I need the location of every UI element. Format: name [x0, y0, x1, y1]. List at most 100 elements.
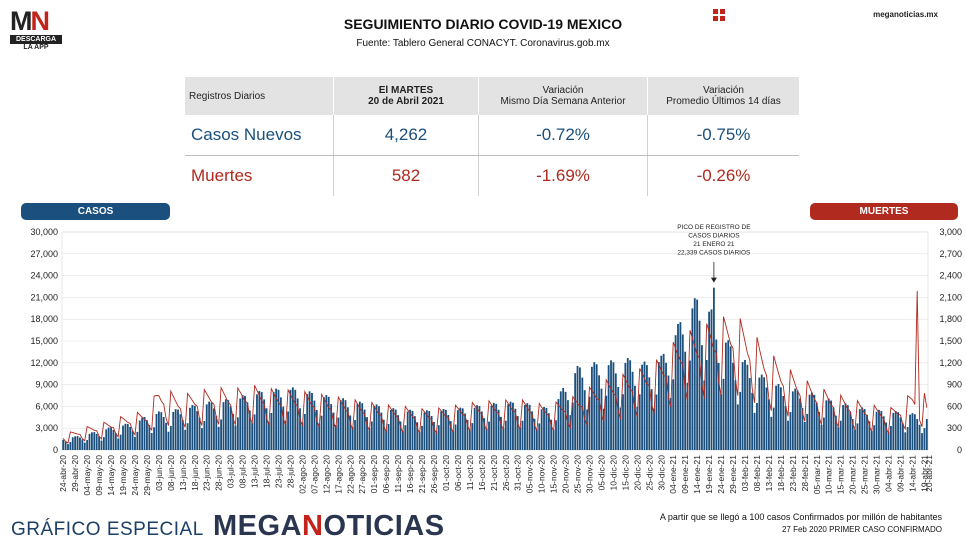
casos-bar — [468, 429, 471, 450]
y-tick-right: 300 — [947, 423, 962, 433]
casos-bar — [552, 429, 555, 450]
casos-bar — [595, 364, 598, 450]
casos-bar — [657, 362, 660, 450]
casos-bar — [411, 410, 414, 450]
x-tick-label: 04-ene-21 — [668, 455, 678, 494]
x-tick-label: 04-abr-21 — [884, 455, 894, 492]
casos-bar — [71, 437, 74, 450]
casos-bar — [435, 431, 438, 450]
casos-bar — [880, 411, 883, 450]
casos-bar — [650, 389, 653, 450]
casos-bar — [129, 426, 132, 450]
x-tick-label: 06-oct-20 — [453, 455, 463, 491]
casos-bar — [289, 389, 292, 450]
casos-bar — [593, 362, 596, 450]
casos-bar — [576, 365, 579, 450]
casos-bar — [404, 425, 407, 450]
casos-bar — [602, 408, 605, 450]
casos-bar — [631, 371, 634, 450]
logo-mark-m: M — [10, 6, 32, 36]
casos-bar — [799, 398, 801, 450]
footer-brand[interactable]: MEGANOTICIAS — [213, 510, 445, 543]
casos-bar — [253, 414, 256, 450]
casos-bar — [418, 431, 421, 450]
y-tick-right: 0 — [957, 445, 962, 455]
casos-bar — [117, 438, 120, 450]
casos-bar — [873, 425, 876, 450]
casos-bar — [346, 407, 349, 450]
x-tick-label: 18-jul-20 — [262, 455, 272, 488]
casos-bar — [93, 432, 96, 450]
casos-bar — [440, 411, 443, 450]
casos-bar — [717, 363, 720, 450]
casos-bar — [162, 417, 165, 450]
casos-bar — [146, 420, 148, 450]
casos-bar — [878, 409, 880, 450]
casos-bar — [866, 414, 868, 450]
casos-bar — [533, 418, 536, 450]
footer-brand-b: OTICIAS — [323, 510, 445, 542]
casos-bar — [629, 360, 632, 450]
brand-logo[interactable]: MN DESCARGA LA APP — [10, 8, 62, 51]
casos-bar — [268, 421, 270, 450]
casos-bar — [705, 360, 708, 450]
x-tick-label: 24-may-20 — [130, 455, 140, 496]
casos-bar — [535, 429, 538, 450]
casos-bar — [677, 323, 679, 450]
x-tick-label: 03-feb-21 — [740, 455, 750, 492]
casos-bar — [88, 433, 91, 450]
x-tick-label: 22-ago-20 — [345, 455, 355, 494]
casos-bar — [686, 382, 689, 450]
casos-bar — [763, 377, 766, 450]
casos-bar — [516, 416, 519, 450]
casos-bar — [258, 391, 261, 450]
casos-bar — [868, 421, 871, 450]
casos-bar — [406, 411, 409, 450]
y-tick-right: 2,400 — [939, 271, 962, 281]
x-tick-label: 15-mar-21 — [836, 455, 846, 494]
casos-bar — [354, 420, 356, 450]
casos-bar — [708, 311, 711, 450]
casos-bar — [712, 287, 715, 450]
casos-bar — [724, 342, 727, 450]
casos-bar — [449, 421, 452, 450]
casos-bar — [205, 404, 208, 450]
grid-icon[interactable] — [713, 9, 725, 21]
casos-bar — [811, 392, 813, 450]
casos-bar — [667, 375, 670, 450]
x-tick-label: 03-jun-20 — [154, 455, 164, 491]
x-tick-label: 01-sep-20 — [369, 455, 379, 494]
casos-bar — [540, 409, 543, 450]
casos-bar — [148, 425, 151, 450]
casos-bar — [299, 408, 301, 450]
casos-bar — [256, 394, 258, 450]
casos-bar — [669, 398, 672, 450]
casos-bar — [736, 404, 739, 450]
casos-bar — [715, 339, 718, 450]
casos-bar — [138, 420, 141, 450]
casos-bar — [370, 421, 373, 450]
casos-bar — [160, 412, 163, 450]
footer-special-label: GRÁFICO ESPECIAL — [11, 519, 204, 540]
site-link[interactable]: meganoticias.mx — [873, 10, 938, 19]
casos-bar — [107, 427, 110, 450]
y-tick-right: 1,200 — [939, 358, 962, 368]
casos-bar — [461, 408, 464, 450]
casos-bar — [531, 411, 533, 450]
x-tick-label: 27-ago-20 — [357, 455, 367, 494]
casos-bar — [901, 423, 904, 450]
x-tick-label: 19-ene-21 — [704, 455, 714, 494]
casos-bar — [459, 407, 462, 450]
peak-annotation-line: CASOS DIARIOS — [688, 233, 740, 240]
casos-bar — [818, 411, 821, 450]
casos-bar — [622, 394, 624, 450]
casos-bar — [392, 408, 395, 450]
casos-bar — [870, 430, 873, 450]
casos-bar — [437, 425, 440, 450]
casos-bar — [239, 398, 242, 450]
casos-bar — [174, 409, 177, 450]
casos-bar — [76, 436, 79, 450]
casos-bar — [751, 392, 754, 450]
x-tick-label: 29-ene-21 — [728, 455, 738, 494]
casos-bar — [315, 409, 318, 450]
